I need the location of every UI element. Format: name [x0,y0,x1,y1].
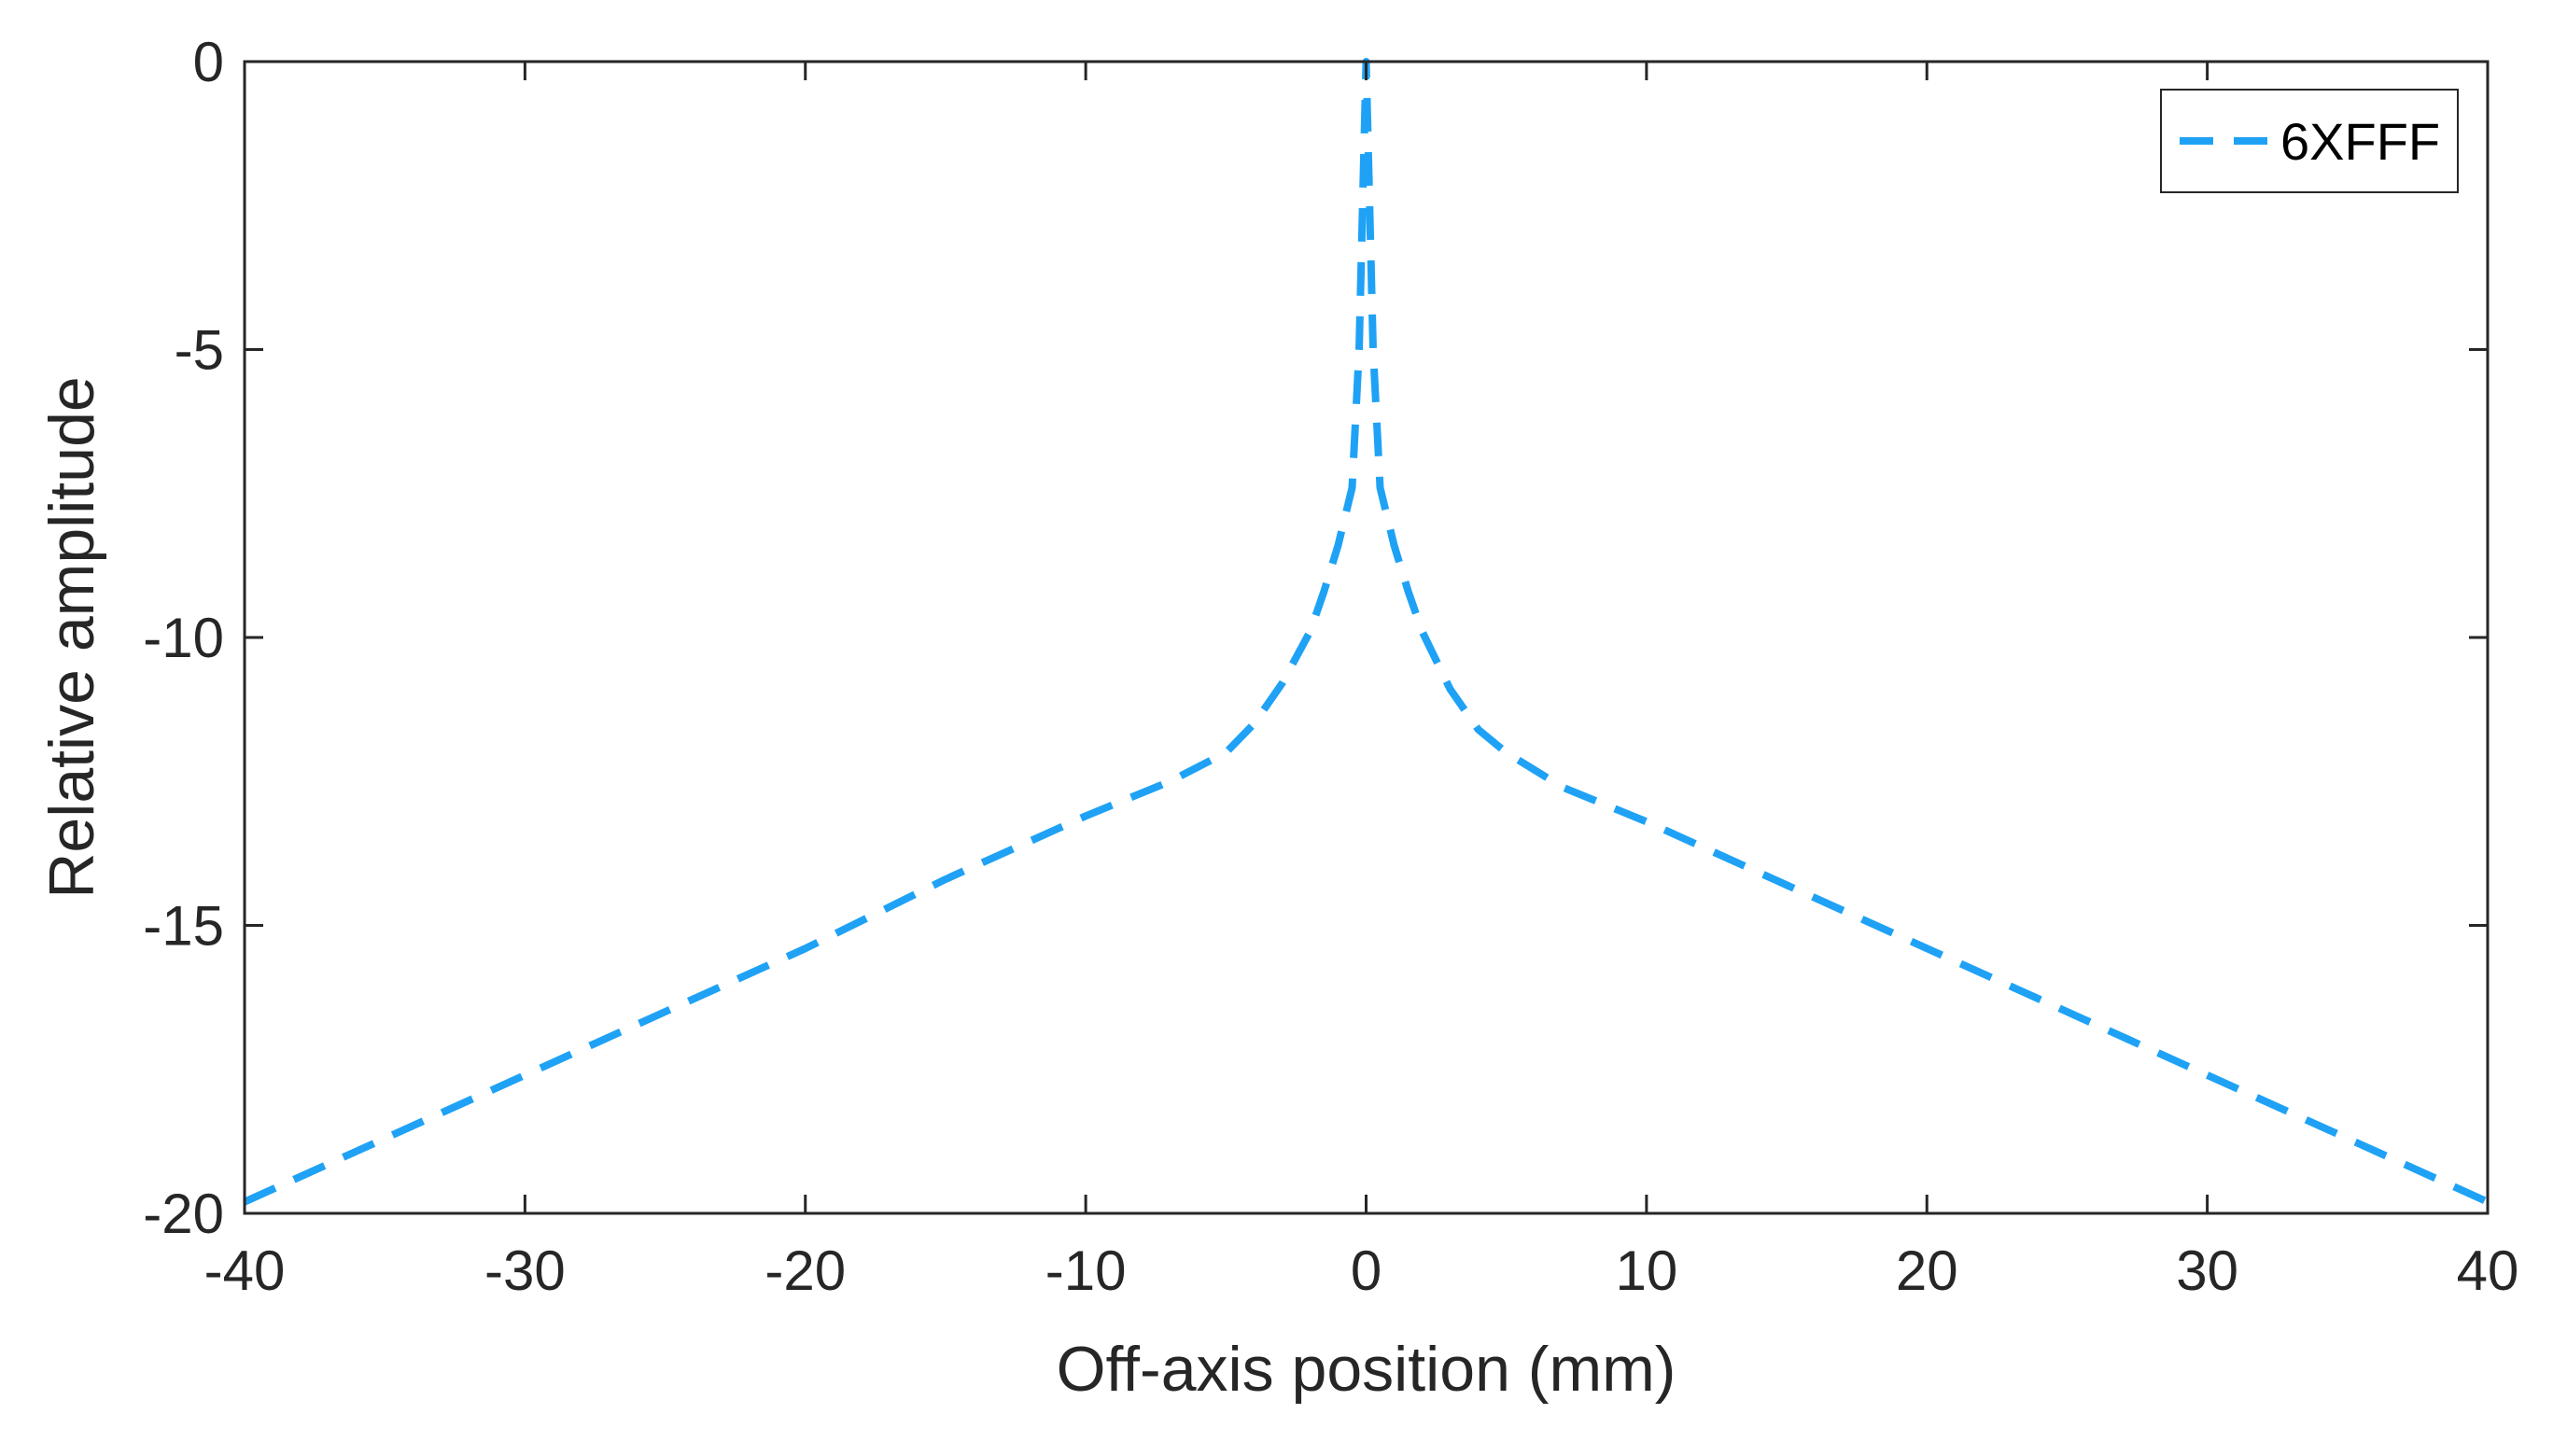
y-tick-label: -5 [175,319,224,382]
legend: 6XFFF [2160,89,2459,193]
x-tick-label: 40 [2457,1239,2519,1302]
x-tick-label: -30 [484,1239,566,1302]
x-tick-label: 20 [1896,1239,1958,1302]
y-tick-label: -20 [143,1183,224,1245]
y-axis-label: Relative amplitude [36,376,107,898]
legend-entry-label: 6XFFF [2280,112,2440,171]
x-tick-label: 30 [2176,1239,2238,1302]
axis-ticks [243,60,2490,1215]
x-tick-label: -20 [764,1239,846,1302]
tick-labels: -40 -30 -20 -10 0 10 20 30 40 0 -5 -10 -15 -20 [143,31,2518,1302]
y-tick-label: -15 [143,895,224,958]
y-tick-label: -10 [143,607,224,669]
y-tick-label: 0 [193,31,224,93]
x-tick-label: 0 [1351,1239,1382,1302]
x-axis-label: Off-axis position (mm) [1057,1334,1676,1405]
x-tick-label: -40 [204,1239,286,1302]
x-tick-label: 10 [1616,1239,1678,1302]
x-tick-label: -10 [1045,1239,1127,1302]
